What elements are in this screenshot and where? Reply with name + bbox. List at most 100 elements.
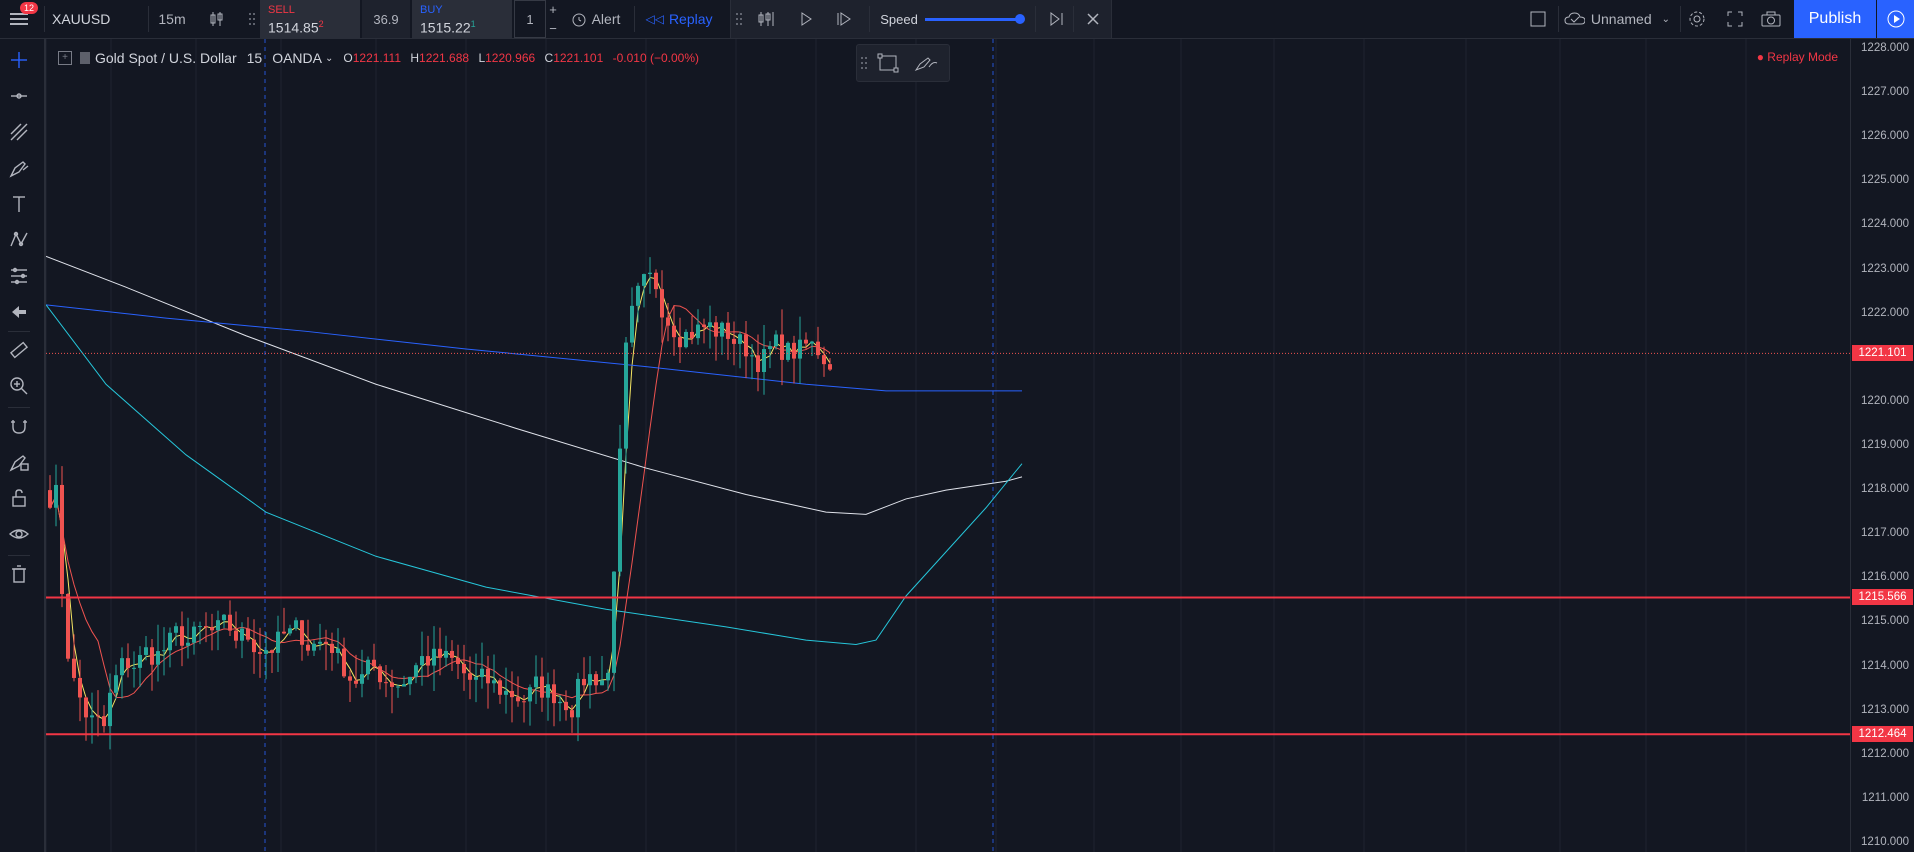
floating-drawing-toolbar (856, 44, 950, 82)
hide-drawings-tool[interactable] (6, 521, 32, 547)
replay-mode-label: Replay Mode (1767, 50, 1838, 64)
candle-body (582, 678, 586, 686)
candle-body (114, 675, 118, 693)
alert-button[interactable]: Alert (566, 0, 624, 38)
candle-body (810, 341, 814, 344)
candle-body (300, 620, 304, 645)
candle-body (702, 324, 706, 327)
forward-button[interactable] (829, 0, 859, 38)
zoom-tool[interactable] (6, 373, 32, 399)
quantity-decrease-button[interactable]: − (549, 21, 557, 36)
candle-body (552, 684, 556, 704)
select-bar-icon (758, 12, 774, 26)
sell-button[interactable]: SELL 1514.852 (260, 0, 360, 38)
candle-body (480, 668, 484, 678)
crosshair-tool[interactable] (6, 47, 32, 73)
legend-settings-icon[interactable]: + (58, 51, 72, 65)
replay-mode-indicator: ● Replay Mode (1756, 50, 1838, 64)
step-forward-icon (837, 12, 851, 26)
rewind-icon: ◁◁ (645, 12, 664, 26)
brush-tool[interactable] (6, 155, 32, 181)
candle-body (708, 322, 712, 327)
rectangle-select-button[interactable] (877, 53, 899, 76)
quantity-increase-button[interactable]: + (549, 2, 557, 17)
play-circle-icon (1887, 10, 1904, 28)
close-replay-button[interactable] (1079, 0, 1107, 38)
select-bar-button[interactable] (751, 0, 781, 38)
magnet-tool[interactable] (6, 413, 32, 439)
candle-body (726, 322, 730, 339)
floating-toolbar-handle[interactable] (861, 56, 867, 73)
candle-body (102, 716, 106, 727)
candle-body (234, 630, 238, 641)
candle-body (132, 667, 136, 669)
pattern-tool[interactable] (6, 227, 32, 253)
fib-tool[interactable] (6, 119, 32, 145)
trade-panel-handle[interactable] (246, 0, 258, 38)
candle-body (336, 648, 340, 653)
symbol-title[interactable]: Gold Spot / U.S. Dollar (95, 50, 237, 66)
price-scale[interactable]: 1228.000 1227.000 1226.000 1225.000 1224.000… (1850, 39, 1914, 852)
candle-body (312, 643, 316, 651)
ohlc-values: O1221.111 H1221.688 L1220.966 C1221.101 … (343, 51, 699, 65)
chart-area[interactable] (46, 39, 1850, 852)
replay-drag-handle[interactable] (733, 0, 745, 38)
text-icon (13, 196, 25, 212)
candle-body (804, 339, 808, 344)
buy-button[interactable]: BUY 1515.221 (412, 0, 512, 38)
snapshot-button[interactable] (1756, 0, 1786, 38)
brush-button[interactable] (913, 53, 939, 76)
layout-name: Unnamed (1590, 11, 1652, 27)
trend-line-tool[interactable] (6, 83, 32, 109)
candle-body (624, 342, 628, 449)
text-tool[interactable] (6, 191, 32, 217)
close-key: C (544, 51, 554, 65)
candle-body (654, 272, 658, 290)
chevron-down-icon[interactable]: ⌄ (325, 52, 334, 64)
candle-body (504, 690, 508, 695)
chart-type-button[interactable] (204, 0, 228, 38)
price-label: 1225.000 (1861, 174, 1909, 187)
candle-body (72, 658, 76, 678)
quantity-input[interactable]: 1 (514, 0, 546, 38)
symbol-search[interactable]: XAUUSD (52, 11, 111, 27)
measure-tool[interactable] (6, 337, 32, 363)
layout-select-button[interactable] (1526, 0, 1550, 38)
candle-body (456, 657, 460, 664)
candle-body (348, 676, 352, 681)
speed-slider[interactable] (925, 14, 1025, 24)
candle-body (798, 339, 802, 359)
lock-draw-icon (9, 455, 29, 472)
layout-name-button[interactable]: Unnamed ⌄ (1564, 0, 1670, 38)
lock-drawings-tool[interactable] (6, 485, 32, 511)
candle-body (96, 715, 100, 717)
candle-body (144, 647, 148, 655)
publish-replay-button[interactable] (1877, 0, 1914, 38)
fullscreen-button[interactable] (1720, 0, 1750, 38)
play-button[interactable] (791, 0, 821, 38)
legend-source[interactable]: OANDA (272, 50, 322, 66)
open-key: O (343, 51, 353, 65)
candle-body (510, 690, 514, 698)
settings-button[interactable] (1682, 0, 1712, 38)
candle-body (666, 317, 670, 326)
candle-body (180, 626, 184, 646)
back-arrow-icon (12, 306, 26, 318)
candle-body (420, 656, 424, 666)
hide-toolbar-button[interactable] (6, 299, 32, 325)
jump-to-realtime-button[interactable] (1043, 0, 1071, 38)
candle-body (738, 334, 742, 344)
replay-button[interactable]: ◁◁ Replay (642, 0, 716, 38)
stay-in-drawing-tool[interactable] (6, 449, 32, 475)
menu-button[interactable]: 12 (0, 0, 39, 38)
buy-sup: 1 (470, 19, 476, 29)
chart-canvas[interactable] (46, 39, 1850, 852)
prediction-tool[interactable] (6, 263, 32, 289)
publish-button[interactable]: Publish (1794, 0, 1876, 38)
interval-button[interactable]: 15m (158, 11, 186, 27)
speed-slider-knob[interactable] (1015, 14, 1025, 24)
candle-body (414, 665, 418, 677)
remove-drawings-tool[interactable] (6, 561, 32, 587)
candle-body (126, 658, 130, 669)
candle-body (492, 680, 496, 684)
